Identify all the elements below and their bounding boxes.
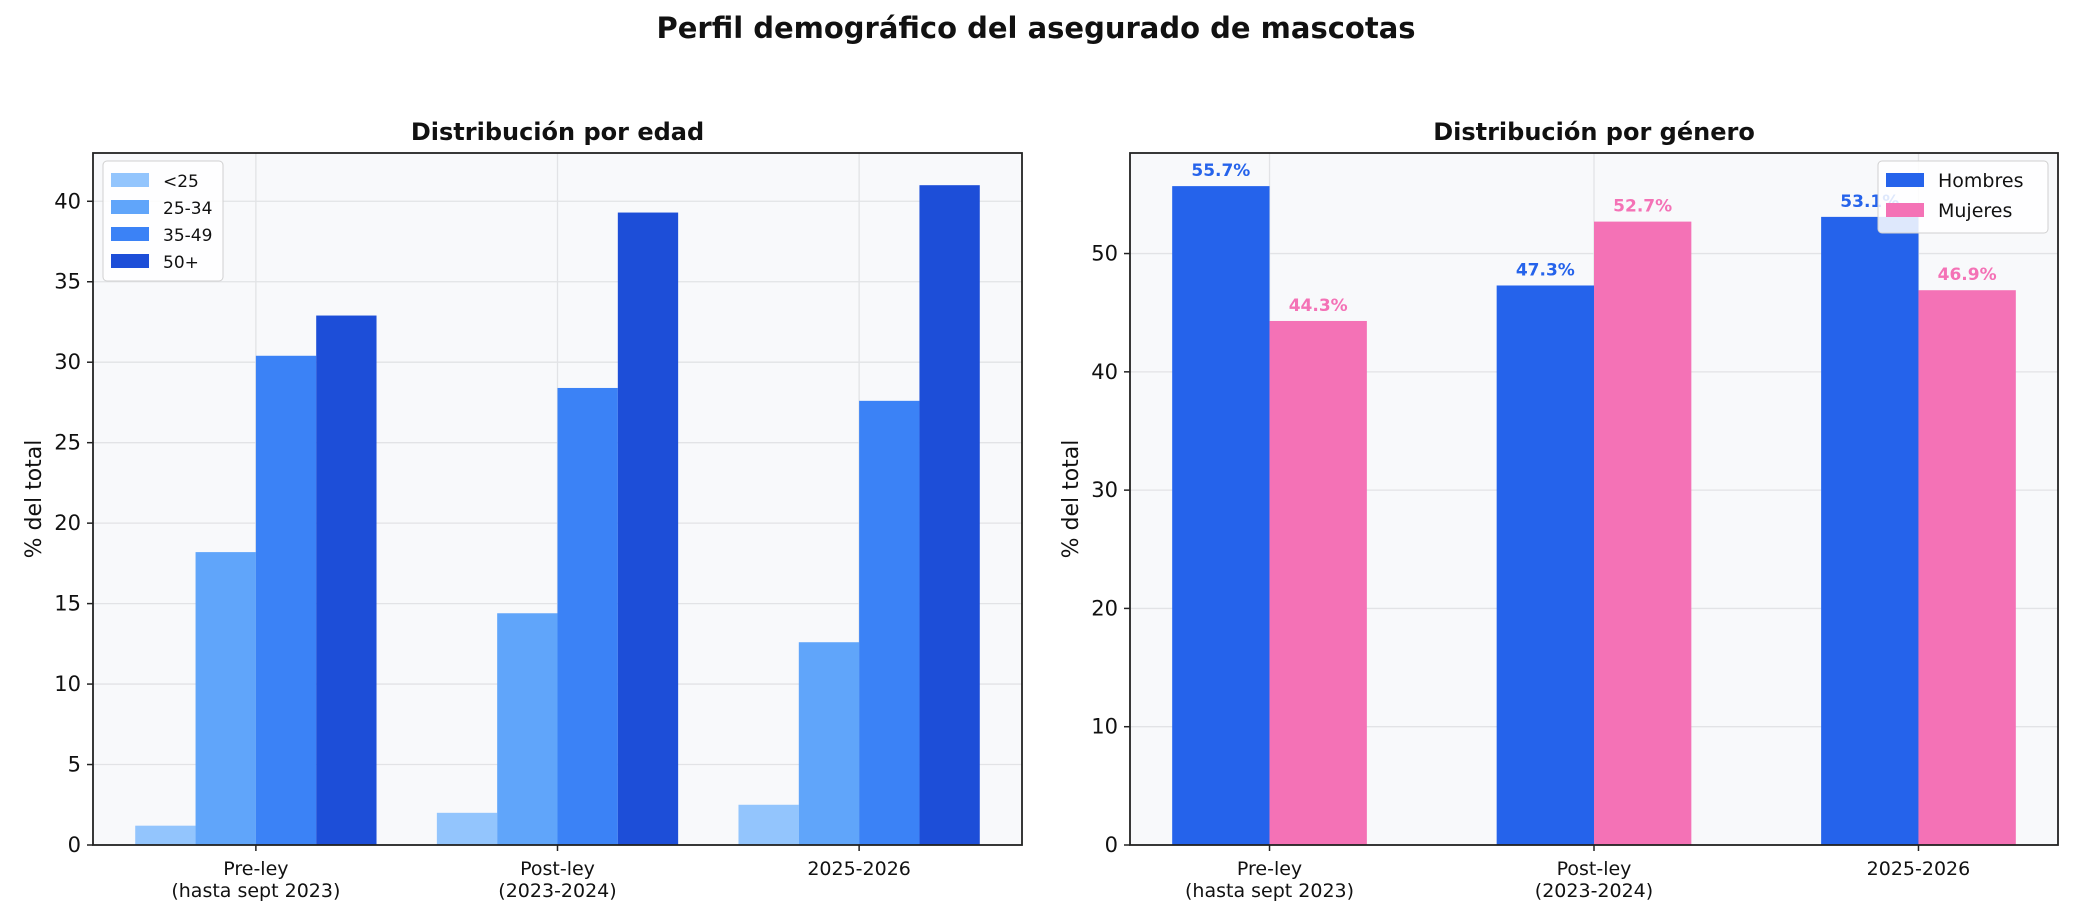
bar-25-34 — [195, 552, 256, 845]
y-tick-label: 0 — [68, 833, 81, 857]
legend: Hombres Mujeres — [1877, 160, 2049, 234]
y-tick-label: 30 — [1091, 478, 1118, 502]
y-tick-label: 15 — [54, 592, 81, 616]
data-label: 47.3% — [1516, 260, 1575, 280]
legend: <25 25-34 35-49 50+ — [102, 160, 224, 282]
bar-25-34 — [798, 642, 860, 845]
x-tick-label-line: Pre-ley — [1237, 858, 1302, 880]
legend-swatch — [111, 254, 149, 268]
y-tick-label: 10 — [54, 672, 81, 696]
legend-label: <25 — [163, 172, 199, 192]
y-tick-label: 5 — [68, 753, 81, 777]
bar-35-49 — [859, 400, 920, 845]
legend-swatch — [111, 227, 149, 241]
x-tick-label-line: 2025-2026 — [807, 858, 911, 880]
subplot-title: Distribución por género — [1433, 118, 1755, 146]
legend-label: 35-49 — [163, 226, 212, 246]
bar--25 — [436, 812, 498, 845]
legend-label: 50+ — [163, 253, 199, 273]
bar-hombres — [1821, 216, 1919, 845]
figure-title: Perfil demográfico del asegurado de masc… — [656, 11, 1415, 45]
x-tick-label: Post-ley (2023-2024) — [1535, 858, 1653, 902]
x-tick-label-line: (2023-2024) — [498, 880, 616, 902]
data-label: 44.3% — [1289, 296, 1348, 316]
bar-50- — [316, 315, 377, 845]
legend-swatch — [1886, 173, 1924, 187]
bar-mujeres — [1918, 290, 2016, 845]
x-tick-label-line: (hasta sept 2023) — [171, 880, 340, 902]
bar-25-34 — [497, 613, 558, 845]
subplot-title: Distribución por edad — [411, 118, 704, 146]
legend-box — [102, 160, 224, 282]
x-tick-label-line: (hasta sept 2023) — [1185, 880, 1354, 902]
legend-swatch — [111, 200, 149, 214]
bar-50- — [919, 185, 980, 846]
y-tick-label: 50 — [1091, 242, 1118, 266]
y-tick-label: 20 — [1091, 596, 1118, 620]
bar-hombres — [1172, 186, 1270, 846]
bar-50- — [617, 212, 679, 845]
x-tick-label: 2025-2026 — [1867, 858, 1971, 880]
bar-35-49 — [557, 387, 618, 845]
bar--25 — [135, 825, 196, 845]
bar-hombres — [1496, 285, 1594, 845]
y-axis-label: % del total — [22, 440, 47, 559]
bar-35-49 — [255, 355, 317, 845]
legend-swatch — [1886, 203, 1924, 217]
x-tick-label-line: Pre-ley — [223, 858, 288, 880]
x-tick-label: 2025-2026 — [807, 858, 911, 880]
age-chart: 0 5 10 15 20 25 30 35 40 Pre-ley (hasta sept 2023)… — [22, 118, 1023, 902]
x-tick-label: Post-ley (2023-2024) — [498, 858, 616, 902]
x-tick-label-line: 2025-2026 — [1867, 858, 1971, 880]
x-tick-label: Pre-ley (hasta sept 2023) — [1185, 858, 1354, 902]
y-axis-label: % del total — [1059, 440, 1084, 559]
y-tick-label: 10 — [1091, 715, 1118, 739]
x-tick-label-line: Post-ley — [1557, 858, 1632, 880]
bar-mujeres — [1594, 221, 1692, 846]
data-label: 46.9% — [1938, 265, 1997, 285]
legend-swatch — [111, 173, 149, 187]
data-label: 55.7% — [1191, 161, 1250, 181]
x-tick-label: Pre-ley (hasta sept 2023) — [171, 858, 340, 902]
bar-mujeres — [1269, 320, 1367, 845]
y-tick-label: 40 — [54, 189, 81, 213]
y-tick-label: 35 — [54, 270, 81, 294]
y-tick-label: 40 — [1091, 360, 1118, 384]
legend-label: 25-34 — [163, 199, 212, 219]
x-tick-label-line: (2023-2024) — [1535, 880, 1653, 902]
y-tick-label: 0 — [1105, 833, 1118, 857]
y-tick-label: 30 — [54, 350, 81, 374]
legend-label: Hombres — [1938, 170, 2023, 192]
y-tick-label: 25 — [54, 431, 81, 455]
legend-label: Mujeres — [1938, 200, 2012, 222]
gender-chart: 55.7%47.3%53.1%44.3%52.7%46.9%0102030405… — [1059, 118, 2059, 902]
y-tick-label: 20 — [54, 511, 81, 535]
data-label: 52.7% — [1613, 197, 1672, 217]
bar--25 — [738, 804, 799, 845]
x-tick-label-line: Post-ley — [520, 858, 595, 880]
